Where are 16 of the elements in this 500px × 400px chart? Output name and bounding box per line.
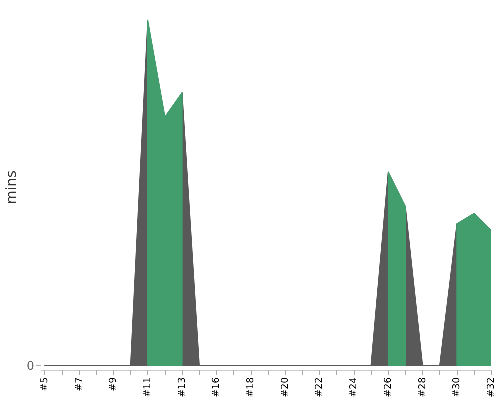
x-tick-label: #7 <box>74 377 85 392</box>
x-tick-label: #16 <box>211 377 222 398</box>
x-tick-label: #22 <box>314 377 326 398</box>
x-tick-label: #9 <box>108 377 120 392</box>
x-tick-label: #24 <box>348 377 360 398</box>
x-tick-label: #5 <box>39 377 50 392</box>
x-tick-label: #30 <box>452 377 463 398</box>
x-tick-label: #28 <box>417 377 428 398</box>
x-tick-label: #13 <box>176 377 188 398</box>
x-tick-label: #20 <box>280 377 291 398</box>
x-tick-label: #11 <box>142 377 154 398</box>
x-tick-label: #18 <box>246 377 257 398</box>
x-tick-label: #32 <box>486 377 497 398</box>
x-tick-label: #26 <box>382 377 394 398</box>
text: 0 <box>26 358 35 373</box>
y-axis-title: mins <box>4 170 20 204</box>
